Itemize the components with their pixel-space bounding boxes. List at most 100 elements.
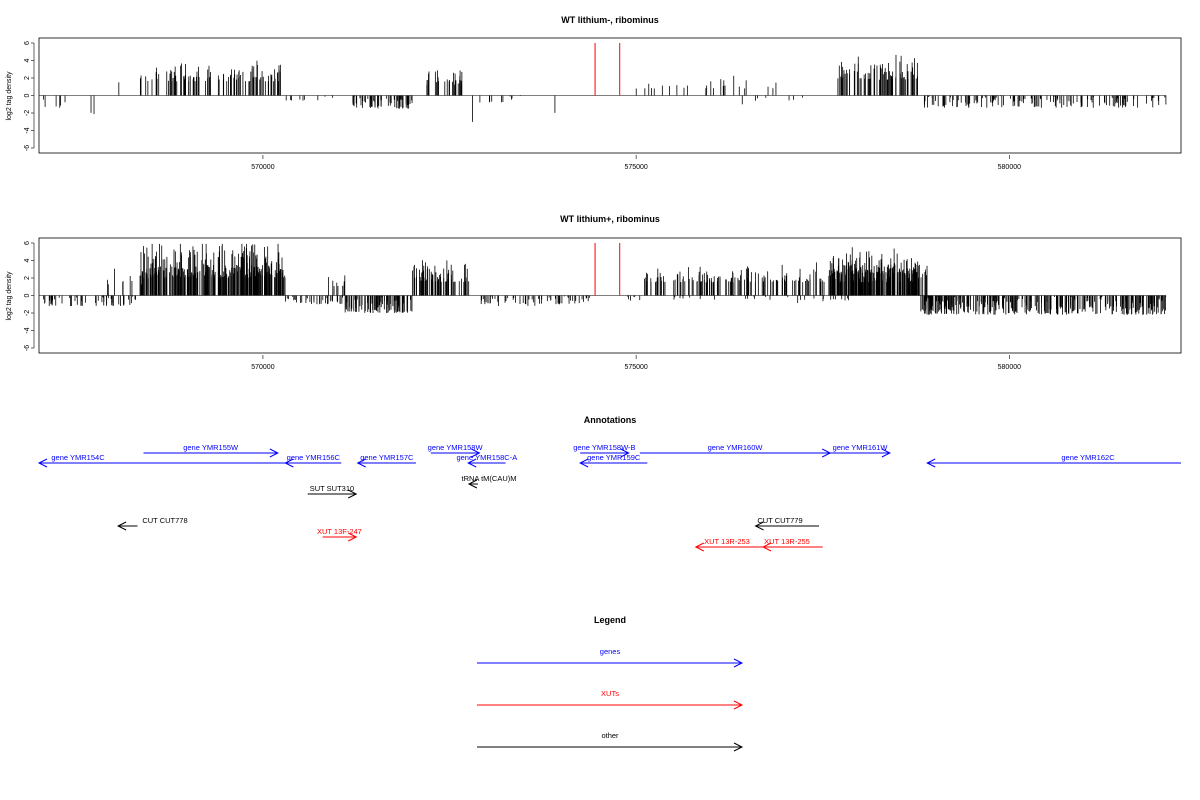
annotation-arrow-head [284, 458, 294, 468]
annotation-arrow-head [620, 448, 630, 458]
annotation-arrow-head [926, 458, 936, 468]
y-tick-label: 2 [24, 276, 31, 280]
annotation-arrow-head [467, 479, 478, 489]
annotation-label: gene YMR158W [428, 443, 484, 452]
annotation-label: XUT 13F-247 [317, 527, 362, 536]
annotation-label: gene YMR160W [708, 443, 764, 452]
legend-arrow-head [733, 742, 744, 752]
annotation-arrow-head [754, 521, 764, 531]
annotation-gene: gene YMR161W [830, 443, 892, 458]
annotation-label: XUT 13R-253 [704, 537, 750, 546]
legend: Legend genes XUTs other [477, 615, 744, 752]
annotation-label: CUT CUT778 [142, 516, 187, 525]
annotation-xut: XUT 13F-247 [317, 527, 362, 542]
legend-arrow-head [733, 700, 744, 710]
annotation-label: SUT SUT310 [310, 484, 354, 493]
annotation-label: gene YMR156C [287, 453, 341, 462]
y-axis-label: log2 tag density [6, 271, 13, 321]
annotation-label: gene YMR159C [587, 453, 641, 462]
bar-series [39, 43, 1167, 122]
y-tick-label: 2 [24, 76, 31, 80]
legend-items: genes XUTs other [477, 647, 744, 752]
annotation-features: gene YMR154C gene YMR155W gene YMR156C gene… [37, 443, 1181, 552]
annotation-other: CUT CUT778 [117, 516, 188, 531]
legend-label: XUTs [601, 689, 619, 698]
x-tick-label: 575000 [624, 364, 647, 371]
x-tick-label: 575000 [624, 164, 647, 171]
annotation-label: gene YMR162C [1061, 453, 1115, 462]
annotation-label: gene YMR157C [360, 453, 414, 462]
annotation-label: gene YMR155W [183, 443, 239, 452]
annotation-gene: gene YMR158C-A [456, 453, 517, 468]
annotation-label: gene YMR158C-A [456, 453, 517, 462]
annotation-arrow-head [761, 542, 772, 552]
annotation-arrow-head [117, 521, 127, 531]
annotation-arrow-head [881, 448, 892, 458]
annotation-arrow-head [347, 532, 358, 542]
annotations-title: Annotations [584, 415, 637, 425]
annotation-arrow-head [467, 458, 477, 468]
y-axis: -6 -4 -2 0 2 4 6 [24, 41, 35, 151]
annotation-gene: gene YMR155W [143, 443, 279, 458]
annotation-gene: gene YMR160W [639, 443, 832, 458]
legend-item: genes [477, 647, 744, 668]
y-tick-label: -2 [24, 110, 31, 116]
x-axis: 570000 575000 580000 [251, 155, 1021, 171]
legend-label: genes [600, 647, 621, 656]
legend-label: other [601, 731, 619, 740]
annotation-gene: gene YMR154C [37, 453, 293, 468]
y-tick-label: 6 [24, 41, 31, 45]
annotation-label: XUT 13R-255 [764, 537, 810, 546]
legend-title: Legend [594, 615, 626, 625]
y-tick-label: 6 [24, 241, 31, 245]
y-tick-label: -6 [24, 345, 31, 351]
x-tick-label: 570000 [251, 364, 274, 371]
y-axis: -6 -4 -2 0 2 4 6 [24, 241, 35, 351]
annotation-xut: XUT 13R-255 [761, 537, 823, 552]
annotation-label: tRNA tM(CAU)M [462, 474, 517, 483]
y-tick-label: -4 [24, 127, 31, 133]
annotation-label: gene YMR154C [51, 453, 105, 462]
annotation-arrow-head [694, 542, 705, 552]
annotation-label: CUT CUT779 [757, 516, 802, 525]
y-tick-label: -6 [24, 145, 31, 151]
annotation-gene: gene YMR157C [356, 453, 416, 468]
annotation-arrow-head [37, 458, 48, 468]
legend-item: other [477, 731, 744, 752]
annotation-gene: gene YMR156C [284, 453, 342, 468]
annotation-arrow-head [356, 458, 366, 468]
y-tick-label: 4 [24, 58, 31, 62]
legend-arrow-head [733, 658, 744, 668]
x-tick-label: 580000 [998, 164, 1021, 171]
legend-item: XUTs [477, 689, 744, 710]
coverage-panel-lithium-minus: WT lithium-, ribominus log2 tag density … [6, 15, 1182, 171]
y-tick-label: 0 [24, 93, 31, 97]
x-tick-label: 580000 [998, 364, 1021, 371]
annotation-other: tRNA tM(CAU)M [462, 474, 517, 489]
coverage-panel-lithium-plus: WT lithium+, ribominus log2 tag density … [6, 214, 1182, 371]
x-tick-label: 570000 [251, 164, 274, 171]
annotation-other: SUT SUT310 [307, 484, 358, 499]
annotation-arrow-head [579, 458, 589, 468]
annotation-gene: gene YMR158W-B [573, 443, 636, 458]
panel-title: WT lithium-, ribominus [561, 15, 659, 25]
y-tick-label: -2 [24, 310, 31, 316]
y-axis-label: log2 tag density [6, 71, 13, 121]
annotation-label: gene YMR161W [833, 443, 889, 452]
x-axis: 570000 575000 580000 [251, 355, 1021, 371]
y-tick-label: 0 [24, 293, 31, 297]
annotation-label: gene YMR158W-B [573, 443, 635, 452]
bar-series [39, 243, 1167, 315]
annotation-arrow-head [269, 448, 279, 458]
annotation-gene: gene YMR158W [428, 443, 484, 458]
annotation-gene: gene YMR162C [926, 453, 1181, 468]
annotation-xut: XUT 13R-253 [694, 537, 764, 552]
y-tick-label: -4 [24, 327, 31, 333]
annotation-other: CUT CUT779 [754, 516, 819, 531]
panel-title: WT lithium+, ribominus [560, 214, 660, 224]
annotation-gene: gene YMR159C [579, 453, 648, 468]
y-tick-label: 4 [24, 258, 31, 262]
annotation-arrow-head [471, 448, 481, 458]
